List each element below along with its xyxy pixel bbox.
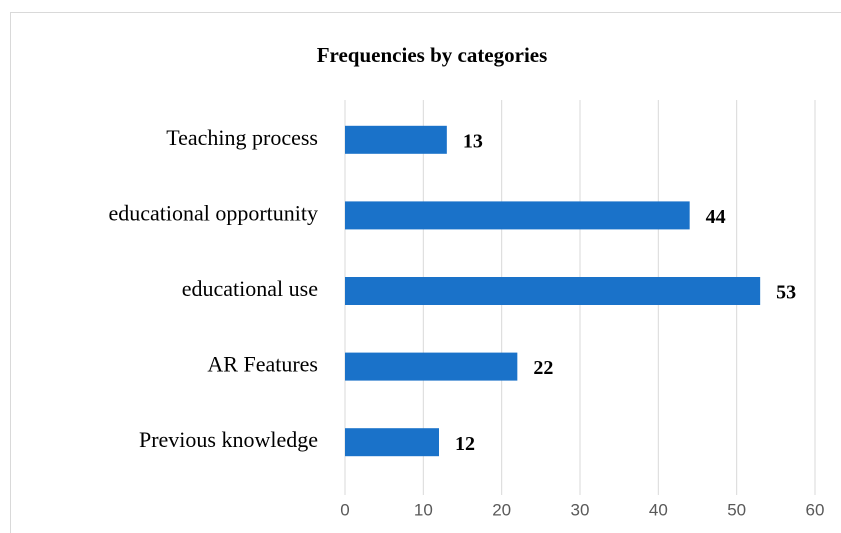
x-tick-label: 20 xyxy=(492,500,511,519)
x-tick-label: 10 xyxy=(414,500,433,519)
chart-frame xyxy=(10,12,841,533)
x-tick-label: 60 xyxy=(806,500,825,519)
value-label: 53 xyxy=(776,282,796,304)
value-label: 44 xyxy=(706,206,726,228)
bar xyxy=(345,428,439,457)
value-label: 22 xyxy=(533,357,553,379)
y-tick-label: educational opportunity xyxy=(108,200,318,225)
x-tick-label: 0 xyxy=(340,500,349,519)
value-label: 12 xyxy=(455,433,475,455)
bar xyxy=(345,352,518,381)
bar xyxy=(345,277,761,305)
y-tick-label: Previous knowledge xyxy=(139,427,318,452)
bar xyxy=(345,125,447,154)
value-label: 13 xyxy=(463,130,483,152)
y-tick-label: Teaching process xyxy=(166,125,318,150)
chart-title: Frequencies by categories xyxy=(317,43,548,67)
y-tick-label: AR Features xyxy=(207,352,318,377)
x-tick-label: 40 xyxy=(649,500,668,519)
x-tick-label: 50 xyxy=(727,500,746,519)
x-tick-label: 30 xyxy=(571,500,590,519)
bar xyxy=(345,201,690,230)
y-tick-label: educational use xyxy=(182,276,318,301)
